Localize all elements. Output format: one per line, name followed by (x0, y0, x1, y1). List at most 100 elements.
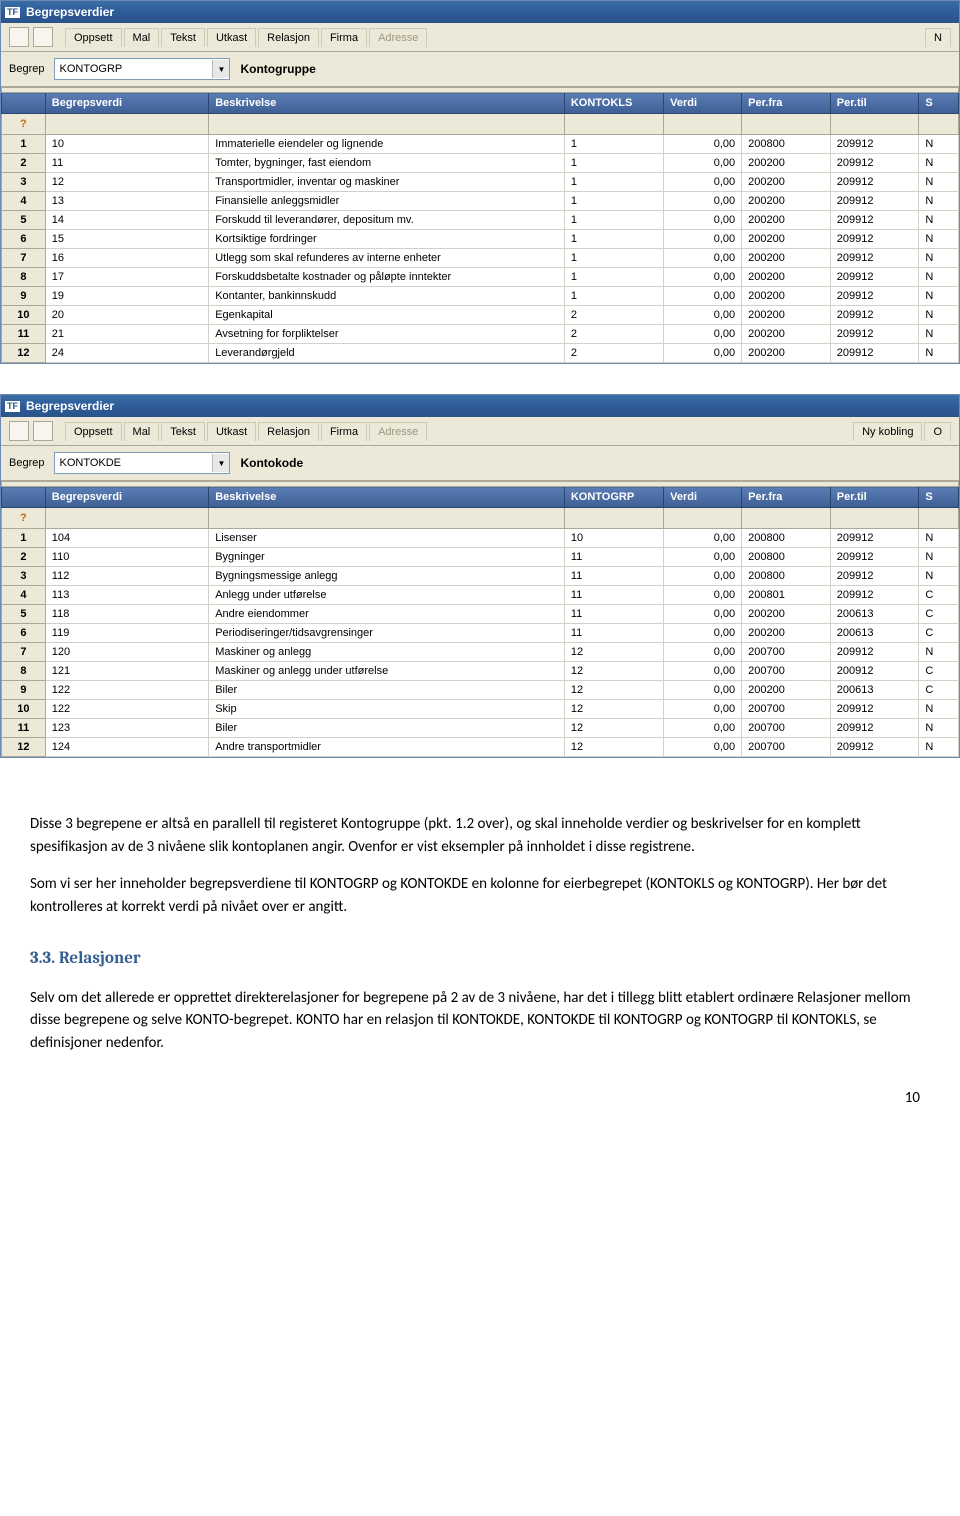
col-s[interactable]: S (919, 487, 959, 508)
cell-beskrivelse[interactable]: Skip (209, 700, 565, 719)
cell-s[interactable]: N (919, 700, 959, 719)
tab-tekst[interactable]: Tekst (161, 422, 205, 441)
table-row[interactable]: 211Tomter, bygninger, fast eiendom10,002… (2, 154, 959, 173)
cell-ref[interactable]: 11 (564, 605, 663, 624)
tab-tekst[interactable]: Tekst (161, 28, 205, 47)
cell-beskrivelse[interactable]: Egenkapital (209, 306, 565, 325)
cell-pertil[interactable]: 209912 (830, 173, 919, 192)
table-row[interactable]: 5118Andre eiendommer110,00200200200613C (2, 605, 959, 624)
table-row[interactable]: 1104Lisenser100,00200800209912N (2, 529, 959, 548)
table-row[interactable]: 10122Skip120,00200700209912N (2, 700, 959, 719)
cell-verdi[interactable]: 0,00 (664, 306, 742, 325)
cell-perfra[interactable]: 200801 (742, 586, 831, 605)
tb-icon-1[interactable] (9, 421, 29, 441)
cell-verdi[interactable]: 0,00 (664, 700, 742, 719)
cell-verdi[interactable]: 0,00 (664, 230, 742, 249)
cell-s[interactable]: N (919, 719, 959, 738)
cell-verdi[interactable]: 0,00 (664, 192, 742, 211)
cell-verdi[interactable]: 0,00 (664, 624, 742, 643)
cell-s[interactable]: N (919, 325, 959, 344)
table-row[interactable]: 514Forskudd til leverandører, depositum … (2, 211, 959, 230)
cell-begrepsverdi[interactable]: 19 (45, 287, 208, 306)
cell-ref[interactable]: 11 (564, 548, 663, 567)
cell-verdi[interactable]: 0,00 (664, 135, 742, 154)
cell-perfra[interactable]: 200800 (742, 135, 831, 154)
cell-ref[interactable]: 1 (564, 249, 663, 268)
titlebar[interactable]: TF Begrepsverdier (1, 1, 959, 23)
table-row[interactable]: 716Utlegg som skal refunderes av interne… (2, 249, 959, 268)
cell-s[interactable]: N (919, 192, 959, 211)
table-row[interactable]: 919Kontanter, bankinnskudd10,00200200209… (2, 287, 959, 306)
cell-beskrivelse[interactable]: Periodiseringer/tidsavgrensinger (209, 624, 565, 643)
cell-s[interactable]: N (919, 135, 959, 154)
tb-icon-2[interactable] (33, 27, 53, 47)
tab-utkast[interactable]: Utkast (207, 28, 256, 47)
cell-begrepsverdi[interactable]: 11 (45, 154, 208, 173)
table-row[interactable]: 413Finansielle anleggsmidler10,002002002… (2, 192, 959, 211)
cell-begrepsverdi[interactable]: 118 (45, 605, 208, 624)
table-row[interactable]: 110Immaterielle eiendeler og lignende10,… (2, 135, 959, 154)
cell-pertil[interactable]: 209912 (830, 268, 919, 287)
col-perfra[interactable]: Per.fra (742, 93, 831, 114)
cell-begrepsverdi[interactable]: 119 (45, 624, 208, 643)
col-verdi[interactable]: Verdi (664, 487, 742, 508)
cell-s[interactable]: C (919, 605, 959, 624)
cell-beskrivelse[interactable]: Andre transportmidler (209, 738, 565, 757)
tab-mal[interactable]: Mal (124, 422, 160, 441)
q-corner[interactable]: ? (2, 508, 46, 529)
cell-verdi[interactable]: 0,00 (664, 605, 742, 624)
cell-perfra[interactable]: 200200 (742, 306, 831, 325)
cell-s[interactable]: N (919, 211, 959, 230)
cell-pertil[interactable]: 200613 (830, 605, 919, 624)
cell-verdi[interactable]: 0,00 (664, 548, 742, 567)
cell-begrepsverdi[interactable]: 24 (45, 344, 208, 363)
cell-perfra[interactable]: 200200 (742, 681, 831, 700)
cell-beskrivelse[interactable]: Bygninger (209, 548, 565, 567)
col-ref[interactable]: KONTOKLS (564, 93, 663, 114)
cell-s[interactable]: N (919, 643, 959, 662)
cell-ref[interactable]: 12 (564, 662, 663, 681)
table-row[interactable]: 1224Leverandørgjeld20,00200200209912N (2, 344, 959, 363)
toolbar-right-tab[interactable]: O (924, 422, 951, 441)
cell-s[interactable]: N (919, 567, 959, 586)
cell-ref[interactable]: 1 (564, 230, 663, 249)
cell-verdi[interactable]: 0,00 (664, 529, 742, 548)
cell-verdi[interactable]: 0,00 (664, 325, 742, 344)
cell-pertil[interactable]: 209912 (830, 643, 919, 662)
cell-begrepsverdi[interactable]: 17 (45, 268, 208, 287)
cell-pertil[interactable]: 209912 (830, 529, 919, 548)
cell-pertil[interactable]: 200912 (830, 662, 919, 681)
cell-beskrivelse[interactable]: Finansielle anleggsmidler (209, 192, 565, 211)
tab-oppsett[interactable]: Oppsett (65, 422, 122, 441)
cell-verdi[interactable]: 0,00 (664, 681, 742, 700)
cell-perfra[interactable]: 200800 (742, 548, 831, 567)
cell-ref[interactable]: 1 (564, 211, 663, 230)
cell-pertil[interactable]: 209912 (830, 344, 919, 363)
tab-adresse[interactable]: Adresse (369, 422, 427, 441)
col-verdi[interactable]: Verdi (664, 93, 742, 114)
cell-ref[interactable]: 12 (564, 643, 663, 662)
cell-pertil[interactable]: 209912 (830, 325, 919, 344)
cell-pertil[interactable]: 209912 (830, 287, 919, 306)
cell-ref[interactable]: 1 (564, 154, 663, 173)
cell-ref[interactable]: 12 (564, 681, 663, 700)
cell-begrepsverdi[interactable]: 12 (45, 173, 208, 192)
cell-beskrivelse[interactable]: Bygningsmessige anlegg (209, 567, 565, 586)
cell-verdi[interactable]: 0,00 (664, 344, 742, 363)
cell-begrepsverdi[interactable]: 123 (45, 719, 208, 738)
cell-pertil[interactable]: 209912 (830, 738, 919, 757)
tb-icon-1[interactable] (9, 27, 29, 47)
cell-pertil[interactable]: 209912 (830, 230, 919, 249)
cell-perfra[interactable]: 200700 (742, 662, 831, 681)
cell-beskrivelse[interactable]: Biler (209, 719, 565, 738)
cell-s[interactable]: N (919, 230, 959, 249)
cell-verdi[interactable]: 0,00 (664, 211, 742, 230)
cell-pertil[interactable]: 209912 (830, 548, 919, 567)
cell-s[interactable]: N (919, 173, 959, 192)
cell-beskrivelse[interactable]: Kortsiktige fordringer (209, 230, 565, 249)
col-begrepsverdi[interactable]: Begrepsverdi (45, 93, 208, 114)
col-beskrivelse[interactable]: Beskrivelse (209, 93, 565, 114)
table-row[interactable]: 3112Bygningsmessige anlegg110,0020080020… (2, 567, 959, 586)
cell-perfra[interactable]: 200700 (742, 738, 831, 757)
cell-ref[interactable]: 12 (564, 738, 663, 757)
